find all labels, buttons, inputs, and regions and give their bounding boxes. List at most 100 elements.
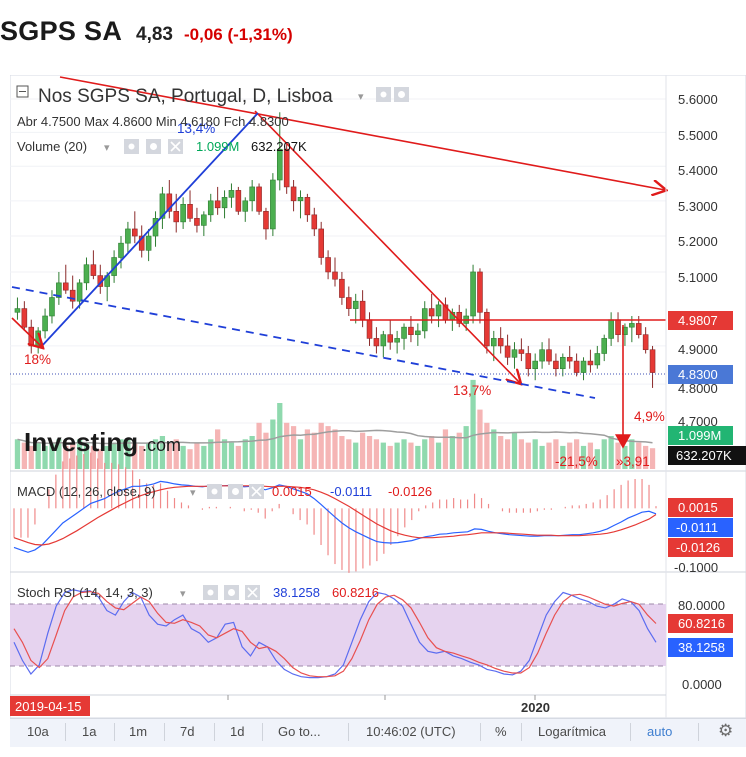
volume-bar [504, 439, 511, 469]
candle-body [511, 349, 518, 358]
time-start-tag [10, 696, 90, 716]
stoch-eye-icon[interactable] [203, 585, 218, 600]
volume-bar [629, 439, 635, 469]
candle-body [649, 349, 656, 373]
candle-body [539, 349, 545, 362]
decline-line [254, 110, 520, 383]
volume-bar [387, 445, 393, 469]
volume-label: Volume (20) [17, 139, 87, 154]
volume-bar [145, 442, 152, 469]
settings-icon[interactable] [394, 87, 409, 102]
collapse-legend-icon[interactable] [16, 85, 29, 98]
ticker-symbol: SGPS SA [0, 16, 123, 46]
candle-body [394, 338, 400, 343]
candle-body [380, 334, 387, 347]
candles [14, 112, 656, 388]
volume-bar [263, 432, 269, 469]
volume-bar [173, 439, 179, 469]
macd-menu-icon[interactable]: ▾ [190, 487, 196, 499]
auto-scale-button[interactable]: auto [647, 724, 673, 739]
volume-bar [49, 442, 55, 469]
price-tick: 5.6000 [678, 92, 718, 107]
volume-bar [76, 439, 83, 469]
volume-bar [546, 442, 552, 469]
macd-line-tag-text: -0.0111 [676, 520, 718, 535]
long-downtrend-line [59, 76, 665, 190]
chart-svg[interactable]: 13,4% 18% 13,7% 4,9% -21,5% »3,91 Invest… [10, 75, 746, 718]
stoch-axis[interactable]: 80.0000 60.8216 38.1258 0.0000 [668, 598, 733, 692]
volume-settings-icon[interactable] [146, 139, 161, 154]
stoch-remove-icon[interactable] [245, 585, 260, 600]
volume-bar [498, 436, 504, 469]
price-grid [10, 98, 666, 424]
chart-container[interactable]: 13,4% 18% 13,7% 4,9% -21,5% »3,91 Invest… [10, 75, 746, 757]
low-arrow [11, 317, 42, 347]
volume-bar [491, 429, 497, 469]
clock-display[interactable]: 10:46:02 (UTC) [366, 724, 456, 739]
volume-bar [435, 442, 442, 469]
volume-bar [35, 442, 41, 469]
volume-bar [159, 436, 166, 469]
macd-eye-icon[interactable] [207, 484, 222, 499]
title-menu-icon[interactable]: ▾ [358, 91, 364, 103]
candle-body [276, 148, 283, 181]
chart-title: Nos SGPS SA, Portugal, D, Lisboa [38, 86, 333, 107]
candle-body [56, 282, 62, 298]
eye-icon[interactable] [376, 87, 391, 102]
stoch-menu-icon[interactable]: ▾ [180, 588, 186, 600]
candle-body [504, 345, 511, 358]
go-to-button[interactable]: Go to... [278, 724, 321, 739]
price-tick: 5.2000 [678, 234, 718, 249]
candle-body [256, 186, 262, 212]
candle-body [207, 200, 214, 216]
range-10a-button[interactable]: 10a [27, 724, 49, 739]
volume-bar [270, 419, 276, 469]
price-axis[interactable]: 5.6000 5.5000 5.4000 5.3000 5.2000 5.100… [668, 92, 746, 465]
volume-bar [525, 442, 531, 469]
macd-settings-icon[interactable] [228, 484, 243, 499]
log-scale-button[interactable]: Logarítmica [538, 724, 606, 739]
stoch-k-tag-text: 38.1258 [678, 640, 725, 655]
volume-bar [422, 439, 428, 469]
candle-body [352, 300, 359, 309]
volume-bar [325, 426, 331, 469]
macd-remove-icon[interactable] [249, 484, 264, 499]
annotation-pct-recent: 4,9% [634, 409, 665, 424]
candle-body [173, 211, 180, 223]
candle-body [187, 204, 193, 219]
range-1d-button[interactable]: 1d [230, 724, 245, 739]
volume-menu-icon[interactable]: ▾ [104, 142, 110, 154]
percent-scale-button[interactable]: % [495, 724, 507, 739]
volume-bar [242, 439, 248, 469]
price-change: -0,06 (-1,31%) [184, 25, 293, 44]
volume-bar [56, 439, 62, 469]
gear-icon[interactable]: ⚙ [718, 721, 734, 740]
range-7d-button[interactable]: 7d [180, 724, 195, 739]
stoch-d-tag [668, 614, 733, 633]
candle-body [401, 326, 407, 339]
price-tick: 5.4000 [678, 163, 718, 178]
candle-body [346, 297, 352, 309]
macd-axis[interactable]: 0.0015 -0.0111 -0.0126 -0.1000 [668, 498, 733, 575]
volume-ma-tag [668, 426, 733, 445]
time-label-2020: 2020 [521, 700, 550, 715]
volume-bar [318, 422, 324, 469]
price-tick: 5.1000 [678, 270, 718, 285]
stoch-settings-icon[interactable] [224, 585, 239, 600]
candle-body [132, 228, 138, 237]
range-1a-button[interactable]: 1a [82, 724, 97, 739]
volume-bar [139, 445, 145, 469]
watermark-suffix: .com [142, 435, 181, 455]
stoch-d-line [13, 590, 657, 678]
volume-bar [353, 442, 359, 469]
volume-bar [587, 442, 594, 469]
range-1m-button[interactable]: 1m [129, 724, 148, 739]
volume-bar [194, 442, 200, 469]
volume-eye-icon[interactable] [124, 139, 139, 154]
macd-tick: -0.1000 [674, 560, 718, 575]
stoch-d-value: 60.8216 [332, 585, 379, 600]
volume-bar [118, 439, 124, 469]
candle-body [497, 338, 504, 347]
volume-remove-icon[interactable] [168, 139, 183, 154]
volume-bar [456, 432, 462, 469]
